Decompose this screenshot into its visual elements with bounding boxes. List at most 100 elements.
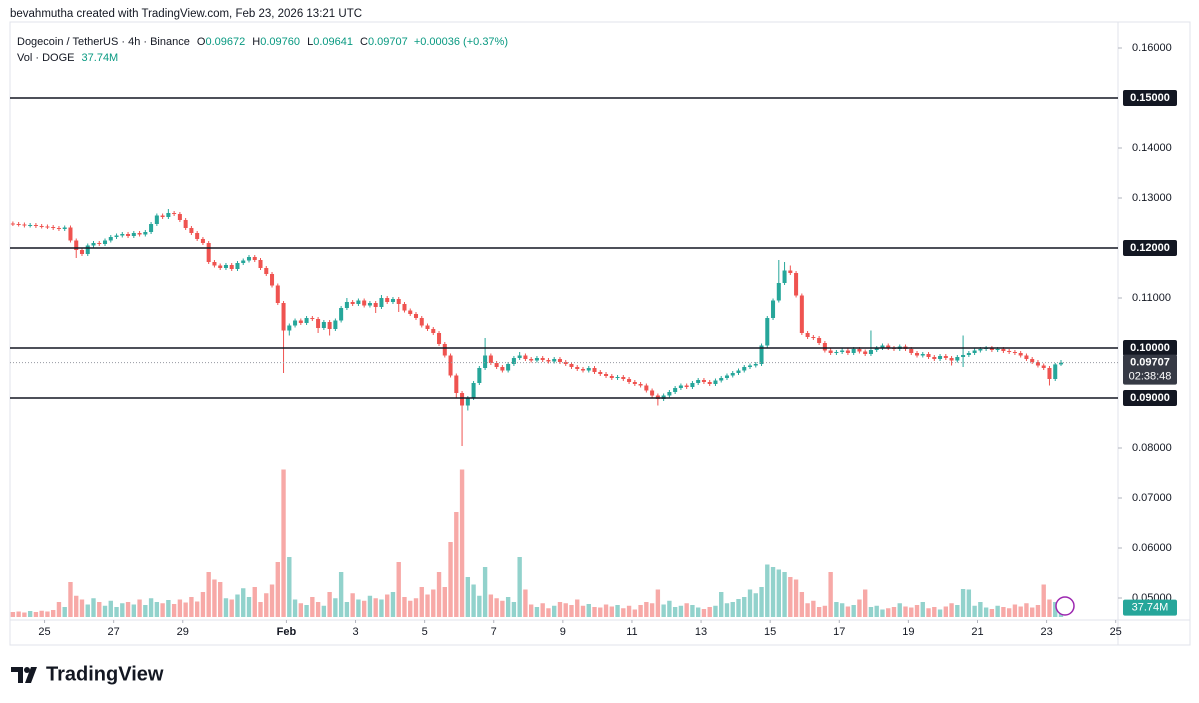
volume-bar xyxy=(776,569,781,617)
volume-bar xyxy=(557,602,563,617)
candle-body xyxy=(742,367,747,371)
candle-body xyxy=(270,274,275,286)
candle-body xyxy=(437,333,442,344)
volume-bar xyxy=(695,607,701,617)
candle-body xyxy=(442,344,447,356)
candle-body xyxy=(252,257,257,260)
level-label-box xyxy=(1123,340,1177,356)
candle-body xyxy=(638,384,643,386)
candle-body xyxy=(707,382,712,384)
volume-bar xyxy=(51,610,56,617)
volume-bar xyxy=(811,600,816,617)
volume-bar xyxy=(310,597,315,617)
y-tick-label: 0.14000 xyxy=(1132,142,1172,154)
volume-bar xyxy=(454,512,459,617)
volume-bar xyxy=(1035,605,1041,617)
candle-body xyxy=(264,268,269,274)
volume-bar xyxy=(765,564,770,617)
candle-body xyxy=(293,320,298,326)
volume-bar xyxy=(442,587,447,617)
candle-body xyxy=(592,368,597,372)
candle-body xyxy=(218,265,223,268)
y-tick-label: 0.16000 xyxy=(1132,42,1172,54)
candle-body xyxy=(316,319,321,328)
logo-mark xyxy=(11,667,37,683)
candle-body xyxy=(460,393,465,406)
candle-body xyxy=(546,360,551,362)
volume-bar xyxy=(471,584,476,617)
y-tick-label: 0.11000 xyxy=(1132,292,1171,304)
candle-body xyxy=(114,235,119,237)
volume-bar xyxy=(563,603,568,617)
volume-bar xyxy=(177,599,183,617)
candle-body xyxy=(396,299,401,304)
x-tick-label: 13 xyxy=(695,626,707,638)
volume-bar xyxy=(805,603,810,617)
volume-bar xyxy=(1006,608,1012,617)
volume-bar xyxy=(615,605,620,617)
volume-bar xyxy=(258,602,263,617)
volume-bar xyxy=(413,598,419,617)
candle-body xyxy=(621,377,626,379)
x-tick-label: 25 xyxy=(38,626,50,638)
candle-body xyxy=(379,298,384,307)
volume-bar xyxy=(292,599,298,617)
volume-bar xyxy=(632,609,638,617)
candle-body xyxy=(471,383,476,398)
chart-frame xyxy=(9,21,1191,646)
candle-body xyxy=(212,262,217,266)
volume-bar xyxy=(465,577,471,617)
candle-body xyxy=(51,227,56,228)
volume-bar xyxy=(845,606,851,617)
volume-bar xyxy=(448,542,453,617)
volume-bar xyxy=(598,607,603,617)
volume-bar xyxy=(287,557,292,617)
volume-bar xyxy=(517,557,522,617)
y-tick-label: 0.08000 xyxy=(1132,442,1172,454)
candle-body xyxy=(1058,362,1064,365)
axes: 0.16000 0.14000 0.13000 0.11000 0.08000 0.070… xyxy=(38,42,1171,638)
volume-value: 37.74M xyxy=(82,52,119,64)
candle-body xyxy=(79,250,85,254)
volume-bar xyxy=(828,572,833,617)
candle-body xyxy=(690,383,695,387)
volume-bar xyxy=(373,598,378,617)
volume-bar xyxy=(350,593,355,617)
candle-body xyxy=(235,263,240,269)
volume-bar xyxy=(85,604,90,617)
volume-bar xyxy=(385,594,390,617)
volume-bar xyxy=(701,609,707,617)
volume-bar xyxy=(926,608,931,617)
volume-bar xyxy=(356,599,361,617)
volume-bar xyxy=(327,592,332,617)
candle-body xyxy=(373,303,378,307)
candle-body xyxy=(287,325,292,331)
volume-bar xyxy=(194,601,200,617)
volume-bar xyxy=(10,612,16,617)
candle-body xyxy=(183,220,188,228)
x-tick-label: 23 xyxy=(1040,626,1052,638)
volume-bar xyxy=(166,600,171,617)
volume-bar xyxy=(586,604,591,617)
symbol: Dogecoin / TetherUS · 4h · Binance xyxy=(17,36,190,48)
candle-body xyxy=(857,349,862,352)
candle-body xyxy=(16,224,21,225)
volume-bar xyxy=(218,582,223,617)
volume-bar xyxy=(713,605,718,617)
level-label: 0.09000 xyxy=(1130,392,1170,404)
volume-bar xyxy=(943,606,948,617)
volume-bar xyxy=(396,562,401,617)
volume-bar xyxy=(91,598,96,617)
volume-bar xyxy=(966,589,972,617)
candle-body xyxy=(805,333,810,337)
candle-body xyxy=(131,233,136,236)
candle-body xyxy=(926,354,931,357)
legend-key: L xyxy=(307,36,313,48)
candle-body xyxy=(229,265,234,269)
volume-bar xyxy=(874,605,879,617)
volume-bar xyxy=(189,597,194,617)
alert-icon[interactable] xyxy=(1055,596,1075,616)
candle-body xyxy=(955,357,960,361)
volume-bar xyxy=(171,604,177,617)
candle-body xyxy=(845,350,850,353)
